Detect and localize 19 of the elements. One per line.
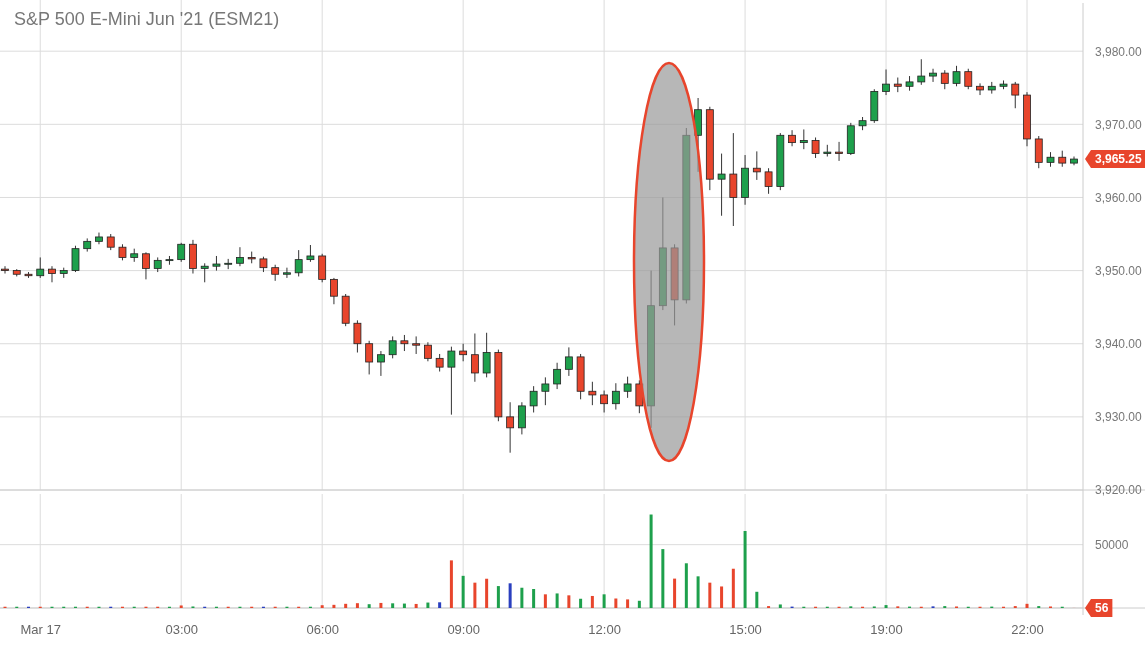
x-tick-label: 03:00: [165, 622, 198, 638]
y-tick-label: 50000: [1095, 538, 1129, 553]
y-tick-label: 3,930.00: [1095, 410, 1143, 425]
x-tick-label: 09:00: [447, 622, 480, 638]
y-tick-label: 3,950.00: [1095, 263, 1143, 278]
x-tick-label: Mar 17: [20, 622, 61, 638]
text: 3,965.25: [1095, 152, 1143, 167]
text: S&P 500 E-Mini Jun '21 (ESM21): [14, 9, 280, 29]
x-tick-label: 19:00: [870, 622, 903, 638]
x-tick-label: 06:00: [306, 622, 339, 638]
x-tick-label: 12:00: [588, 622, 621, 638]
y-tick-label: 3,980.00: [1095, 44, 1143, 59]
y-tick-label: 3,920.00: [1095, 483, 1143, 498]
y-tick-label: 3,970.00: [1095, 117, 1143, 132]
y-tick-label: 3,960.00: [1095, 190, 1143, 205]
y-tick-label: 56: [1095, 601, 1109, 616]
x-tick-label: 22:00: [1011, 622, 1044, 638]
y-tick-label: 3,940.00: [1095, 337, 1143, 352]
x-tick-label: 15:00: [729, 622, 762, 638]
